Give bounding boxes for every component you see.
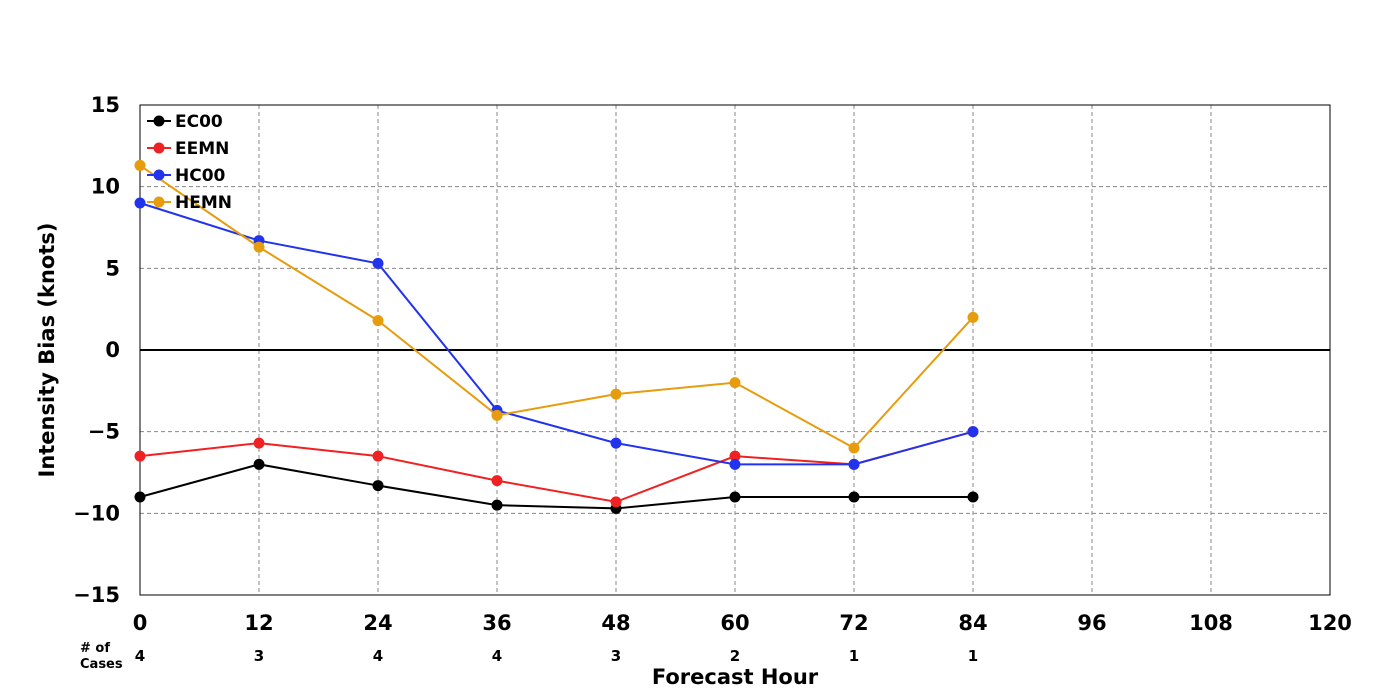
x-tick-label: 0 bbox=[133, 611, 148, 635]
data-point bbox=[967, 311, 979, 323]
y-tick-label: −10 bbox=[73, 501, 120, 525]
y-tick-label: −5 bbox=[88, 420, 120, 444]
data-point bbox=[372, 480, 384, 492]
legend-label: EEMN bbox=[175, 139, 229, 159]
x-tick-label: 60 bbox=[720, 611, 749, 635]
series-line bbox=[139, 463, 973, 510]
data-point bbox=[134, 450, 146, 462]
data-point bbox=[253, 241, 265, 253]
legend-item-ec00: EC00 bbox=[147, 112, 223, 132]
data-point bbox=[253, 437, 265, 449]
data-point bbox=[610, 388, 622, 400]
cases-row: # of Cases 4 3 4 4 3 2 1 1 bbox=[80, 641, 978, 672]
legend-swatch-marker bbox=[153, 142, 165, 154]
cases-label-line: Cases bbox=[80, 657, 123, 672]
y-tick-label: −15 bbox=[73, 583, 120, 607]
data-point bbox=[491, 409, 503, 421]
case-count: 2 bbox=[730, 647, 740, 665]
data-point bbox=[134, 197, 146, 209]
legend: EC00 EEMN HC00 HEMN bbox=[147, 112, 232, 213]
plot-frame bbox=[139, 104, 1331, 596]
data-point bbox=[253, 458, 265, 470]
legend-label: HC00 bbox=[175, 166, 226, 186]
legend-swatch-marker bbox=[153, 115, 165, 127]
case-count: 4 bbox=[373, 647, 383, 665]
x-axis-label: Forecast Hour bbox=[652, 665, 819, 689]
data-point bbox=[134, 491, 146, 503]
cases-label: # of Cases bbox=[80, 641, 123, 672]
data-point bbox=[729, 450, 741, 462]
x-tick-label: 48 bbox=[601, 611, 630, 635]
x-tick-label: 120 bbox=[1308, 611, 1352, 635]
data-point bbox=[967, 491, 979, 503]
data-point bbox=[729, 458, 741, 470]
case-count: 4 bbox=[492, 647, 502, 665]
series-ec00 bbox=[134, 458, 979, 514]
x-tick-label: 84 bbox=[958, 611, 987, 635]
legend-item-hc00: HC00 bbox=[147, 166, 226, 186]
data-point bbox=[491, 499, 503, 511]
legend-swatch-marker bbox=[153, 169, 165, 181]
case-count: 3 bbox=[254, 647, 264, 665]
case-count: 3 bbox=[611, 647, 621, 665]
case-count: 1 bbox=[849, 647, 859, 665]
legend-item-hemn: HEMN bbox=[147, 193, 232, 213]
series-hc00 bbox=[134, 197, 979, 470]
data-point bbox=[610, 496, 622, 508]
y-tick-labels: −15 −10 −5 0 5 10 15 bbox=[73, 93, 120, 607]
legend-label: HEMN bbox=[175, 193, 232, 213]
data-point bbox=[610, 437, 622, 449]
data-point bbox=[729, 491, 741, 503]
series-line bbox=[139, 202, 974, 466]
series-hemn bbox=[134, 159, 979, 454]
y-tick-label: 0 bbox=[105, 338, 120, 362]
x-tick-labels: 0 12 24 36 48 60 72 84 96 108 120 bbox=[133, 611, 1352, 635]
data-point bbox=[134, 159, 146, 171]
series-layer bbox=[134, 159, 979, 514]
x-tick-label: 108 bbox=[1189, 611, 1233, 635]
data-point bbox=[848, 442, 860, 454]
y-tick-label: 10 bbox=[91, 175, 120, 199]
y-axis-label: Intensity Bias (knots) bbox=[35, 223, 59, 478]
data-point bbox=[729, 377, 741, 389]
x-tick-label: 72 bbox=[839, 611, 868, 635]
case-count: 4 bbox=[135, 647, 145, 665]
data-point bbox=[372, 315, 384, 327]
legend-item-eemn: EEMN bbox=[147, 139, 229, 159]
case-count: 1 bbox=[968, 647, 978, 665]
data-point bbox=[848, 458, 860, 470]
legend-label: EC00 bbox=[175, 112, 223, 132]
data-point bbox=[491, 475, 503, 487]
data-point bbox=[967, 426, 979, 438]
x-tick-label: 36 bbox=[482, 611, 511, 635]
legend-swatch-marker bbox=[153, 196, 165, 208]
cases-label-line: # of bbox=[80, 641, 110, 656]
data-point bbox=[372, 257, 384, 269]
x-tick-label: 24 bbox=[363, 611, 392, 635]
x-tick-label: 96 bbox=[1077, 611, 1106, 635]
data-point bbox=[372, 450, 384, 462]
y-tick-label: 5 bbox=[105, 256, 120, 280]
data-point bbox=[848, 491, 860, 503]
series-line bbox=[139, 164, 974, 450]
x-tick-label: 12 bbox=[244, 611, 273, 635]
series-line bbox=[139, 430, 974, 503]
y-tick-label: 15 bbox=[91, 93, 120, 117]
